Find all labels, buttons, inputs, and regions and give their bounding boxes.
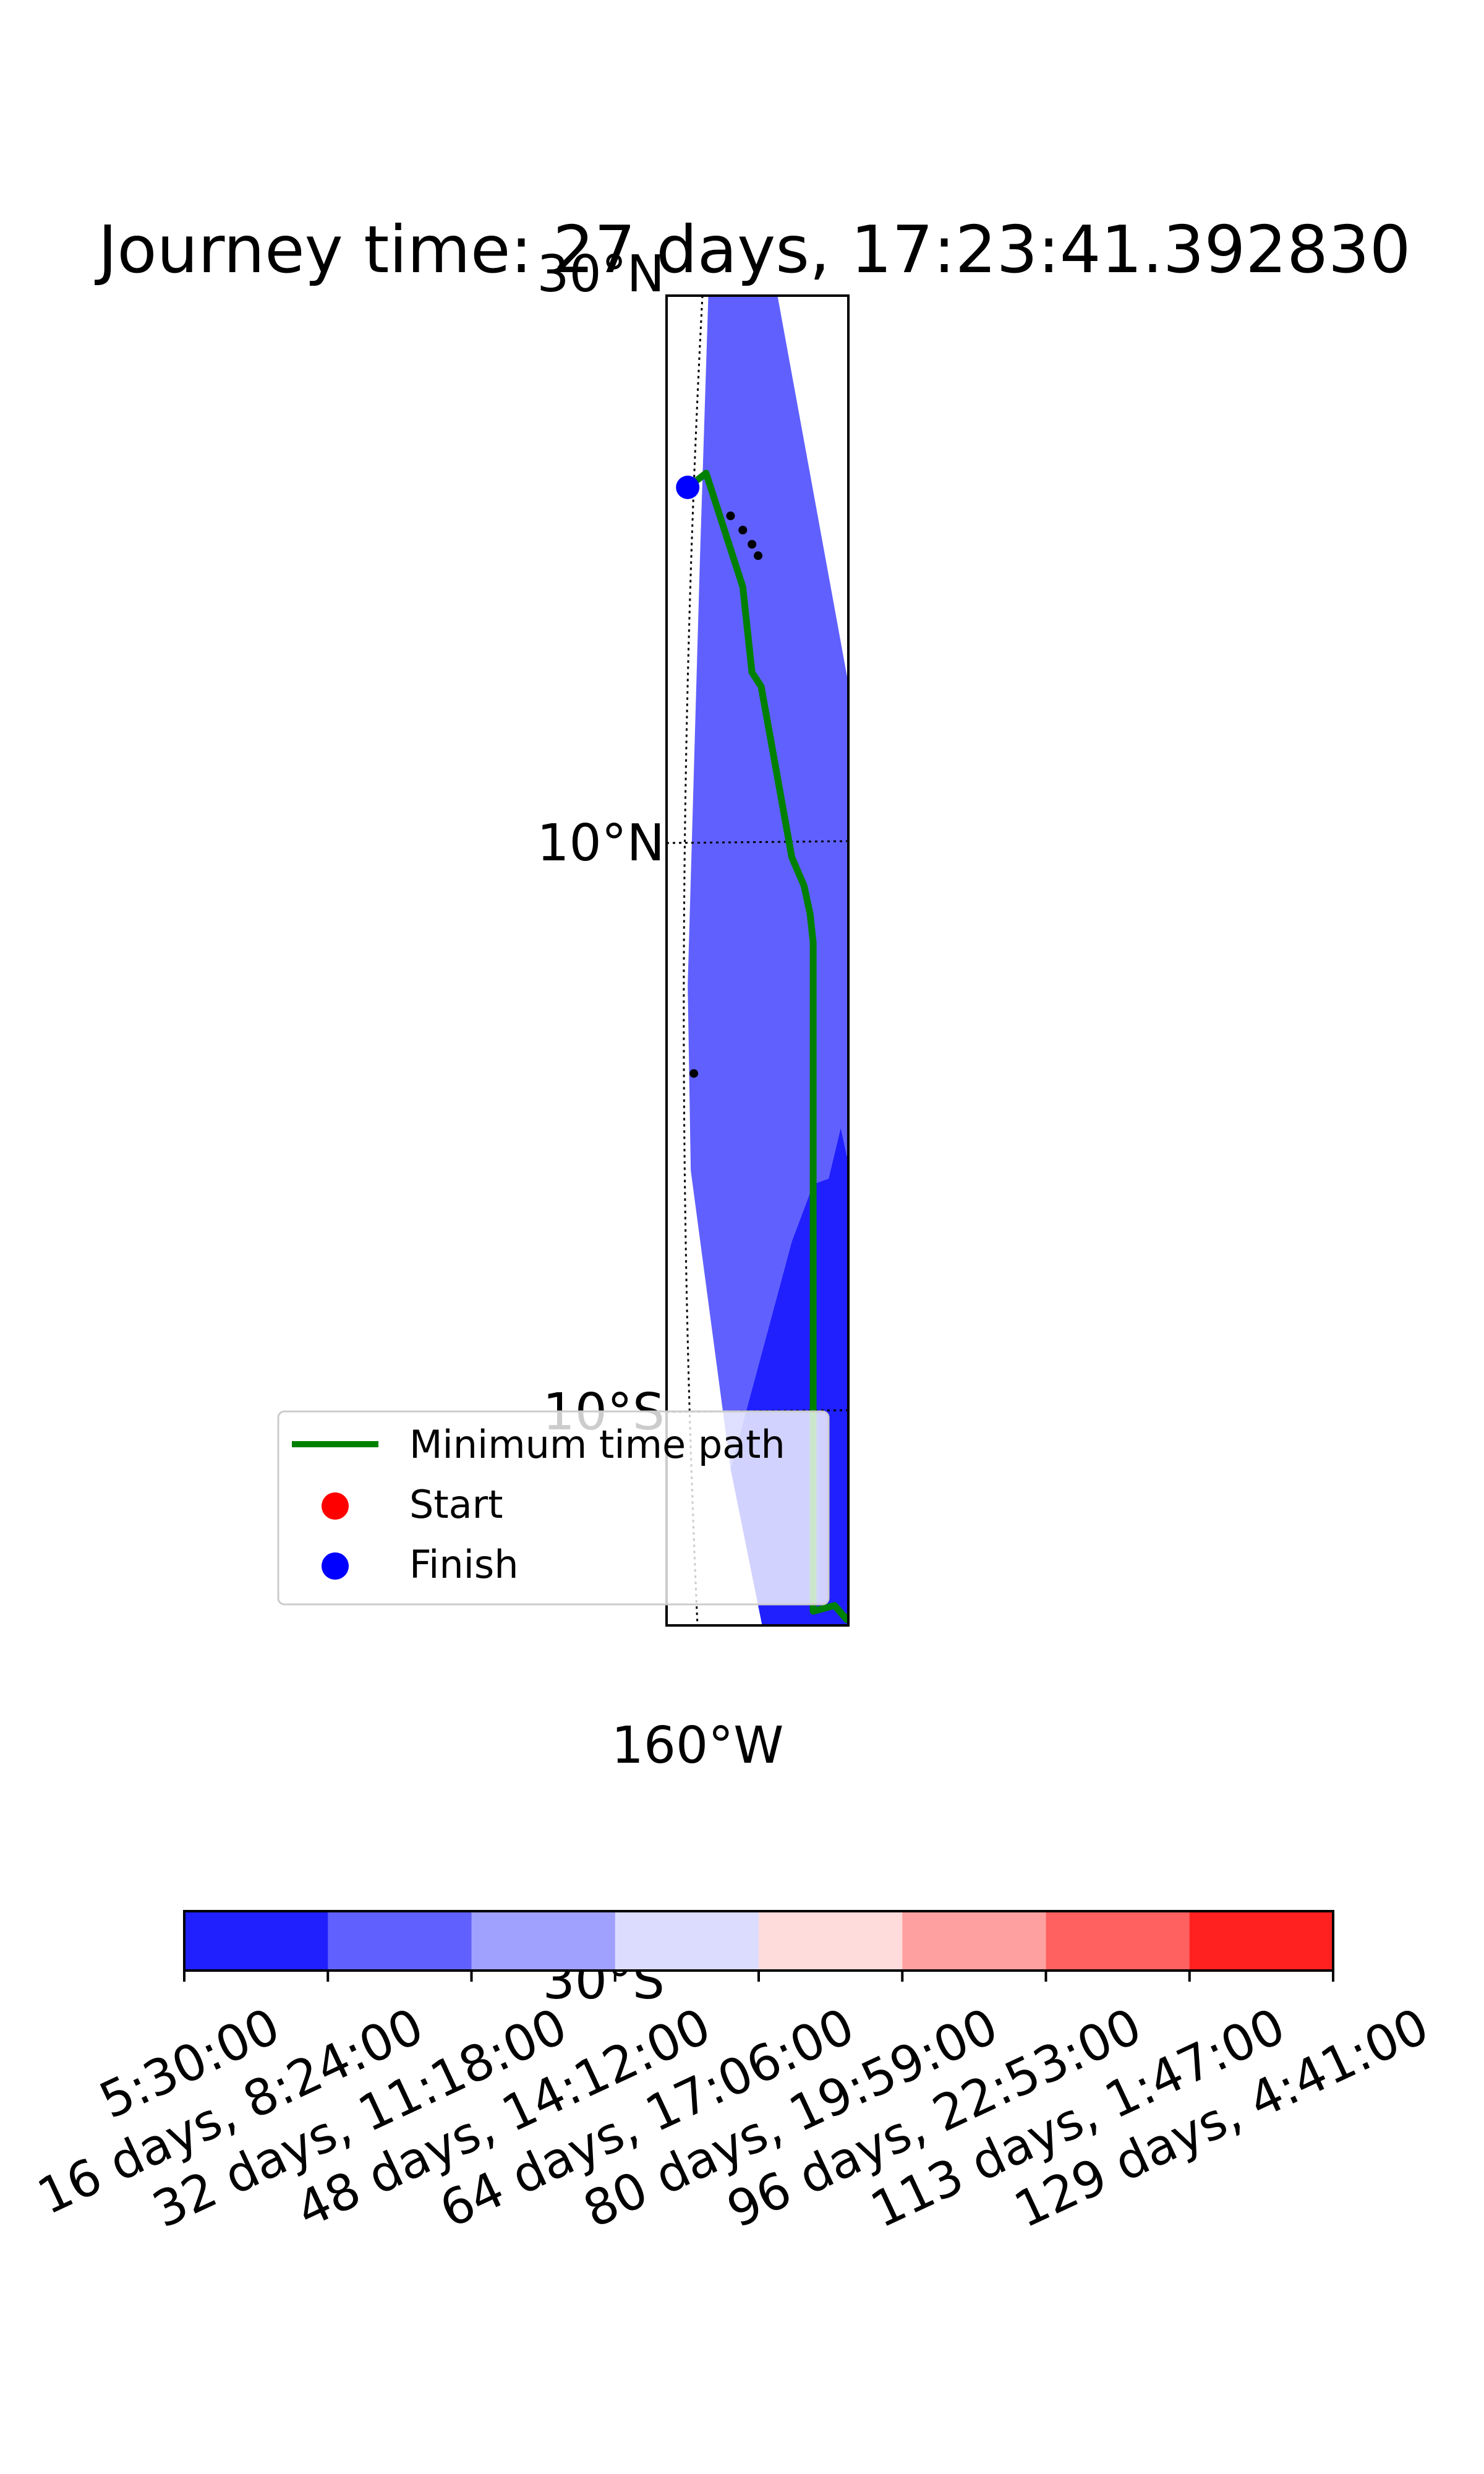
latitude-tick-label: 10°N — [537, 814, 665, 873]
legend-label: Finish — [409, 1542, 519, 1587]
chart-title: Journey time: 27 days, 17:23:41.392830 — [94, 212, 1410, 288]
colorbar-segment — [471, 1911, 616, 1971]
island-3 — [726, 511, 735, 520]
legend-label: Start — [409, 1482, 503, 1527]
map-area — [647, 296, 889, 1637]
legend: Minimum time path Start Finish — [277, 1410, 830, 1606]
legend-point-marker — [322, 1552, 349, 1580]
legend-box — [277, 1410, 830, 1606]
colorbar-segment — [615, 1911, 759, 1971]
colorbar-segment — [1046, 1911, 1190, 1971]
legend-label: Minimum time path — [409, 1422, 785, 1467]
colorbar-segment — [328, 1911, 472, 1971]
colorbar-segment — [1189, 1911, 1334, 1971]
legend-point-marker — [322, 1492, 349, 1520]
island-2 — [738, 526, 748, 534]
colorbar-segment — [184, 1911, 328, 1971]
island-5 — [689, 1069, 699, 1078]
colorbar-segment — [902, 1911, 1046, 1971]
latitude-tick-label: 30°N — [537, 245, 665, 304]
island-4 — [647, 497, 655, 506]
minimum-time-path-line — [685, 469, 848, 1624]
finish-point — [676, 476, 700, 499]
island-1 — [754, 551, 763, 560]
colorbar-segment — [759, 1911, 903, 1971]
longitude-tick-labels: 160°W — [612, 1716, 784, 1775]
start-point — [866, 1614, 889, 1637]
reachable-region-1 — [688, 296, 848, 1469]
island-0 — [748, 540, 757, 549]
map-frame — [665, 294, 850, 1627]
longitude-tick-label: 160°W — [612, 1716, 784, 1775]
